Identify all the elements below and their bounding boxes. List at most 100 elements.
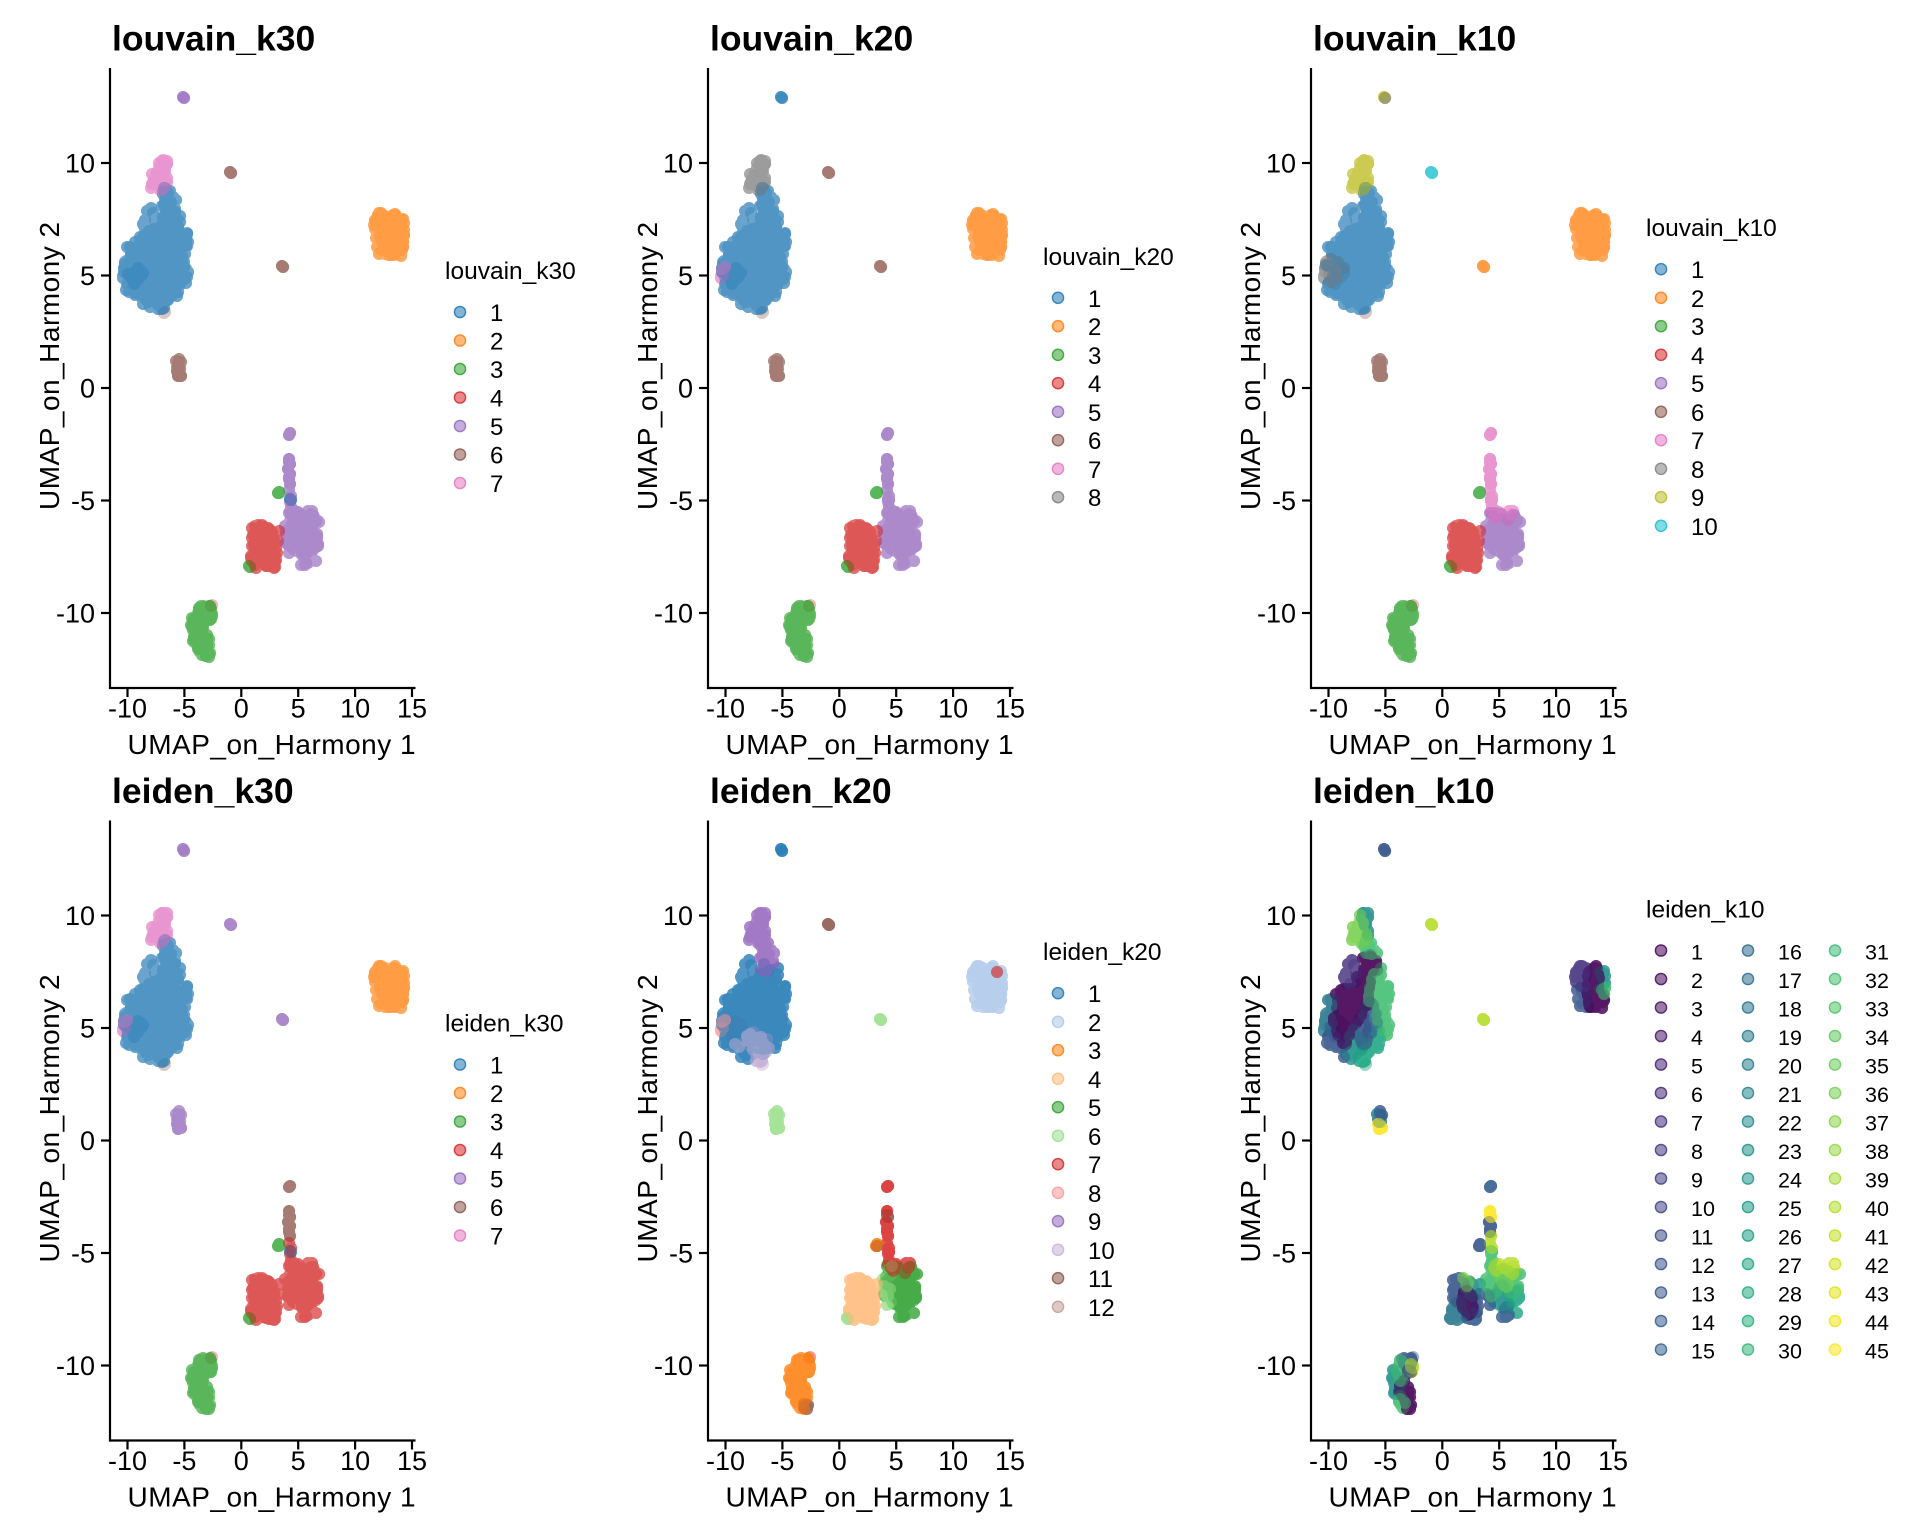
svg-text:10: 10 (1266, 901, 1296, 931)
svg-text:-10: -10 (706, 694, 745, 724)
svg-text:5: 5 (80, 261, 95, 291)
svg-text:0: 0 (832, 1446, 847, 1476)
svg-text:35: 35 (1865, 1055, 1889, 1079)
svg-text:UMAP_on_Harmony 2: UMAP_on_Harmony 2 (1235, 221, 1266, 510)
svg-text:1: 1 (1691, 257, 1704, 284)
svg-text:-10: -10 (1309, 1446, 1348, 1476)
svg-text:9: 9 (1691, 485, 1704, 512)
svg-text:41: 41 (1865, 1226, 1889, 1250)
svg-text:0: 0 (678, 374, 693, 404)
svg-text:15: 15 (397, 1446, 427, 1476)
svg-text:7: 7 (1088, 457, 1101, 484)
svg-text:9: 9 (1088, 1209, 1101, 1236)
svg-text:11: 11 (1691, 1226, 1713, 1250)
svg-text:3: 3 (490, 1110, 503, 1137)
svg-text:UMAP_on_Harmony 2: UMAP_on_Harmony 2 (34, 221, 65, 510)
svg-text:-10: -10 (706, 1446, 745, 1476)
svg-text:6: 6 (490, 1195, 503, 1222)
svg-text:-10: -10 (1257, 1351, 1296, 1381)
svg-text:-5: -5 (669, 486, 693, 516)
svg-text:38: 38 (1865, 1140, 1889, 1164)
svg-text:leiden_k20: leiden_k20 (710, 771, 892, 811)
svg-text:26: 26 (1778, 1226, 1802, 1250)
svg-text:5: 5 (1492, 1446, 1507, 1476)
svg-text:8: 8 (1088, 485, 1101, 512)
svg-text:4: 4 (1088, 1067, 1101, 1094)
svg-text:18: 18 (1778, 998, 1802, 1022)
svg-text:2: 2 (1691, 286, 1704, 313)
svg-text:UMAP_on_Harmony 2: UMAP_on_Harmony 2 (632, 974, 663, 1263)
svg-text:5: 5 (1492, 694, 1507, 724)
svg-text:UMAP_on_Harmony 1: UMAP_on_Harmony 1 (725, 1482, 1014, 1513)
svg-text:4: 4 (1691, 343, 1704, 370)
svg-text:5: 5 (1281, 1014, 1296, 1044)
svg-text:1: 1 (490, 1053, 503, 1080)
svg-text:28: 28 (1778, 1283, 1802, 1307)
svg-text:-10: -10 (654, 1351, 693, 1381)
svg-text:19: 19 (1778, 1026, 1802, 1050)
svg-text:6: 6 (1088, 428, 1101, 455)
svg-text:7: 7 (1691, 428, 1704, 455)
svg-text:43: 43 (1865, 1283, 1889, 1307)
svg-text:7: 7 (490, 471, 503, 498)
svg-text:2: 2 (1691, 969, 1703, 993)
svg-text:leiden_k30: leiden_k30 (112, 771, 294, 811)
svg-text:10: 10 (340, 1446, 370, 1476)
svg-text:5: 5 (1691, 371, 1704, 398)
svg-text:-5: -5 (71, 486, 95, 516)
svg-text:5: 5 (291, 1446, 306, 1476)
svg-text:louvain_k20: louvain_k20 (710, 19, 913, 59)
svg-text:40: 40 (1865, 1197, 1889, 1221)
svg-text:10: 10 (340, 694, 370, 724)
svg-text:6: 6 (1088, 1124, 1101, 1151)
svg-text:0: 0 (80, 1126, 95, 1156)
svg-text:0: 0 (234, 1446, 249, 1476)
svg-text:4: 4 (490, 1138, 503, 1165)
svg-text:UMAP_on_Harmony 1: UMAP_on_Harmony 1 (1328, 729, 1617, 760)
svg-text:-5: -5 (71, 1239, 95, 1269)
svg-text:leiden_k20: leiden_k20 (1043, 939, 1162, 966)
svg-text:5: 5 (678, 1014, 693, 1044)
svg-text:29: 29 (1778, 1311, 1802, 1335)
svg-text:12: 12 (1088, 1295, 1115, 1322)
svg-text:UMAP_on_Harmony 2: UMAP_on_Harmony 2 (1235, 974, 1266, 1263)
svg-text:2: 2 (1088, 1010, 1101, 1037)
svg-text:2: 2 (490, 1081, 503, 1108)
svg-text:louvain_k10: louvain_k10 (1313, 19, 1516, 59)
svg-text:louvain_k20: louvain_k20 (1043, 244, 1174, 271)
svg-text:10: 10 (1266, 149, 1296, 179)
svg-text:21: 21 (1778, 1083, 1802, 1107)
svg-text:3: 3 (1088, 1038, 1101, 1065)
svg-text:leiden_k30: leiden_k30 (445, 1011, 564, 1038)
svg-text:17: 17 (1778, 969, 1802, 993)
svg-text:0: 0 (80, 374, 95, 404)
svg-text:-5: -5 (1373, 694, 1397, 724)
svg-text:-10: -10 (1309, 694, 1348, 724)
svg-text:-10: -10 (108, 1446, 147, 1476)
svg-text:10: 10 (1691, 514, 1718, 541)
svg-text:-5: -5 (172, 1446, 196, 1476)
svg-text:10: 10 (663, 149, 693, 179)
svg-text:6: 6 (1691, 1083, 1703, 1107)
svg-text:27: 27 (1778, 1254, 1802, 1278)
svg-text:10: 10 (1541, 694, 1571, 724)
svg-text:5: 5 (490, 414, 503, 441)
svg-text:7: 7 (1691, 1112, 1703, 1136)
svg-text:UMAP_on_Harmony 1: UMAP_on_Harmony 1 (1328, 1482, 1617, 1513)
svg-text:5: 5 (1281, 261, 1296, 291)
svg-text:12: 12 (1691, 1254, 1715, 1278)
svg-text:6: 6 (1691, 400, 1704, 427)
svg-text:-10: -10 (654, 599, 693, 629)
svg-text:-10: -10 (1257, 599, 1296, 629)
svg-text:leiden_k10: leiden_k10 (1646, 897, 1765, 924)
svg-text:0: 0 (678, 1126, 693, 1156)
svg-text:44: 44 (1865, 1311, 1889, 1335)
svg-text:5: 5 (1088, 400, 1101, 427)
svg-text:45: 45 (1865, 1340, 1889, 1364)
svg-text:13: 13 (1691, 1283, 1715, 1307)
svg-text:0: 0 (234, 694, 249, 724)
svg-text:1: 1 (490, 300, 503, 327)
svg-text:16: 16 (1778, 941, 1802, 965)
svg-text:20: 20 (1778, 1055, 1802, 1079)
svg-text:0: 0 (1435, 694, 1450, 724)
